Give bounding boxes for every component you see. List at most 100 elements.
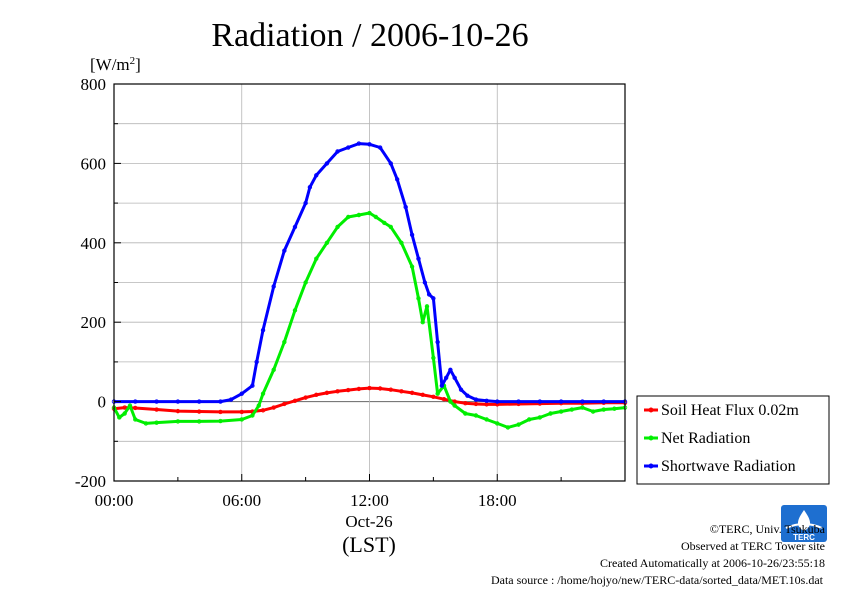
data-point (394, 177, 400, 182)
data-point (282, 401, 287, 407)
data-point (526, 417, 532, 422)
data-point (196, 399, 202, 404)
data-point (590, 409, 596, 414)
data-point (175, 399, 181, 404)
data-point (377, 145, 383, 150)
data-point (569, 407, 574, 412)
data-point (356, 386, 362, 392)
data-point (448, 399, 453, 404)
legend-label: Net Radiation (661, 430, 750, 447)
data-point (303, 395, 308, 400)
data-point (443, 375, 449, 380)
data-point (441, 397, 447, 402)
data-point (399, 389, 404, 394)
data-point (416, 296, 421, 301)
y-axis-unit-suffix: ] (135, 55, 141, 74)
data-point (307, 185, 313, 190)
data-point (335, 149, 340, 154)
data-point (260, 408, 266, 413)
x-axis-ticks: 00:00 06:00 12:00 18:00 (95, 474, 562, 510)
data-point (435, 391, 440, 396)
data-point (143, 421, 149, 426)
data-point (416, 256, 421, 261)
data-point (495, 399, 500, 404)
data-point (367, 210, 372, 216)
y-tick-label: 0 (98, 393, 107, 412)
data-point (271, 284, 276, 289)
data-point (271, 367, 276, 373)
data-point (292, 224, 298, 230)
data-point (260, 327, 266, 333)
data-point (346, 214, 351, 220)
y-tick-label: 600 (81, 154, 107, 173)
data-point (314, 392, 319, 398)
data-point (465, 393, 470, 398)
data-point (420, 392, 425, 398)
legend-marker (648, 435, 654, 441)
data-point (335, 224, 340, 230)
data-point (260, 391, 266, 396)
data-point (239, 409, 244, 415)
data-point (388, 387, 393, 392)
data-point (133, 417, 138, 422)
data-point (420, 320, 425, 325)
data-point (558, 399, 564, 404)
data-point (117, 415, 122, 420)
data-point (356, 141, 362, 146)
data-point (122, 405, 127, 410)
data-point (303, 200, 308, 206)
data-point (154, 407, 159, 412)
legend-marker (648, 463, 654, 469)
data-point (409, 264, 415, 269)
y-tick-label: 800 (81, 75, 107, 94)
data-point (409, 390, 415, 396)
data-point (505, 425, 511, 430)
data-point (435, 339, 440, 345)
data-point (448, 367, 453, 373)
legend: Soil Heat Flux 0.02m Net Radiation Shortwa… (636, 395, 830, 485)
data-point (292, 308, 298, 313)
data-point (431, 355, 436, 361)
data-point (580, 405, 585, 410)
data-point (495, 421, 500, 426)
data-point (431, 296, 436, 301)
data-point (388, 224, 393, 230)
x-tick-label: 06:00 (222, 491, 261, 510)
credits-block: ©TERC, Univ. Tsukuba Observed at TERC To… (491, 522, 826, 587)
data-point (175, 408, 181, 414)
data-point (548, 411, 553, 416)
data-point (580, 399, 585, 404)
credit-source: Data source : /home/hojyo/new/TERC-data/… (491, 573, 824, 587)
data-point (282, 248, 287, 253)
x-tick-label: 18:00 (478, 491, 517, 510)
data-point (409, 232, 415, 238)
data-point (484, 398, 489, 404)
data-point (424, 304, 430, 309)
data-point (127, 403, 133, 408)
data-point (254, 359, 259, 365)
data-point (239, 391, 244, 396)
y-axis-unit-label: [W/m2] (90, 55, 141, 74)
data-point (218, 399, 223, 404)
data-point (426, 292, 432, 297)
data-point (601, 399, 606, 404)
data-point (133, 405, 138, 411)
data-point (382, 220, 387, 226)
y-axis-unit-superscript: 2 (130, 55, 136, 67)
series-line-1 (112, 211, 626, 429)
data-point (458, 387, 464, 392)
data-point (388, 161, 393, 166)
data-point (473, 413, 479, 418)
data-point (250, 413, 255, 418)
legend-marker (648, 407, 654, 413)
terc-logo: TERC (781, 505, 827, 542)
chart-title: Radiation / 2006-10-26 (211, 17, 528, 54)
data-point (431, 394, 436, 400)
data-point (373, 214, 379, 220)
logo-wave-icon (785, 523, 823, 529)
data-point (292, 398, 298, 404)
y-axis-unit-prefix: [W/m (90, 55, 130, 74)
data-point (484, 417, 489, 422)
y-tick-label: -200 (75, 472, 106, 491)
data-point (324, 390, 330, 396)
